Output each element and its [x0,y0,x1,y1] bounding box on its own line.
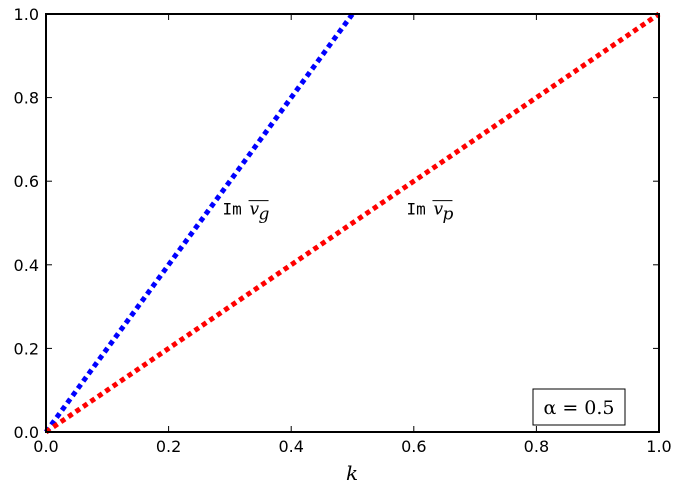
series-layer [43,11,661,435]
y-tick-label: 0.4 [14,256,39,275]
param-annotation-box [532,388,626,426]
param-annotation: α = 0.5 [532,388,626,426]
series-label-subscript: p [442,205,453,225]
x-tick-label: 0.6 [401,437,426,456]
y-tick-label: 0.0 [14,423,39,442]
plot-frame [45,13,660,433]
tick-layer: 0.0 0.2 0.4 0.6 0.8 1.0 0.0 0.2 0.4 0.6 0.8 1.0 [14,5,672,456]
y-tick-label: 0.6 [14,172,39,191]
series-label-symbol: v [250,200,260,220]
series-line-p [44,11,661,435]
x-tick-label: 1.0 [646,437,671,456]
series-label-subscript: g [259,205,270,225]
param-annotation-text: α = 0.5 [543,397,614,419]
y-tick-label: 1.0 [14,5,39,24]
series-label-layer: Im v g Im v p [223,200,454,225]
x-tick-label: 0.8 [524,437,549,456]
series-label-prefix: Im [406,200,425,219]
x-axis-label: k [346,461,358,485]
series-label-prefix: Im [223,200,242,219]
y-tick-label: 0.2 [14,339,39,358]
series-label-g: Im v g [223,200,270,225]
y-tick-label: 0.8 [14,89,39,108]
x-tick-label: 0.2 [156,437,181,456]
x-tick-label: 0.4 [278,437,303,456]
x-tick-label: 0.0 [33,437,58,456]
series-label-p: Im v p [406,200,453,225]
series-label-symbol: v [433,200,443,220]
